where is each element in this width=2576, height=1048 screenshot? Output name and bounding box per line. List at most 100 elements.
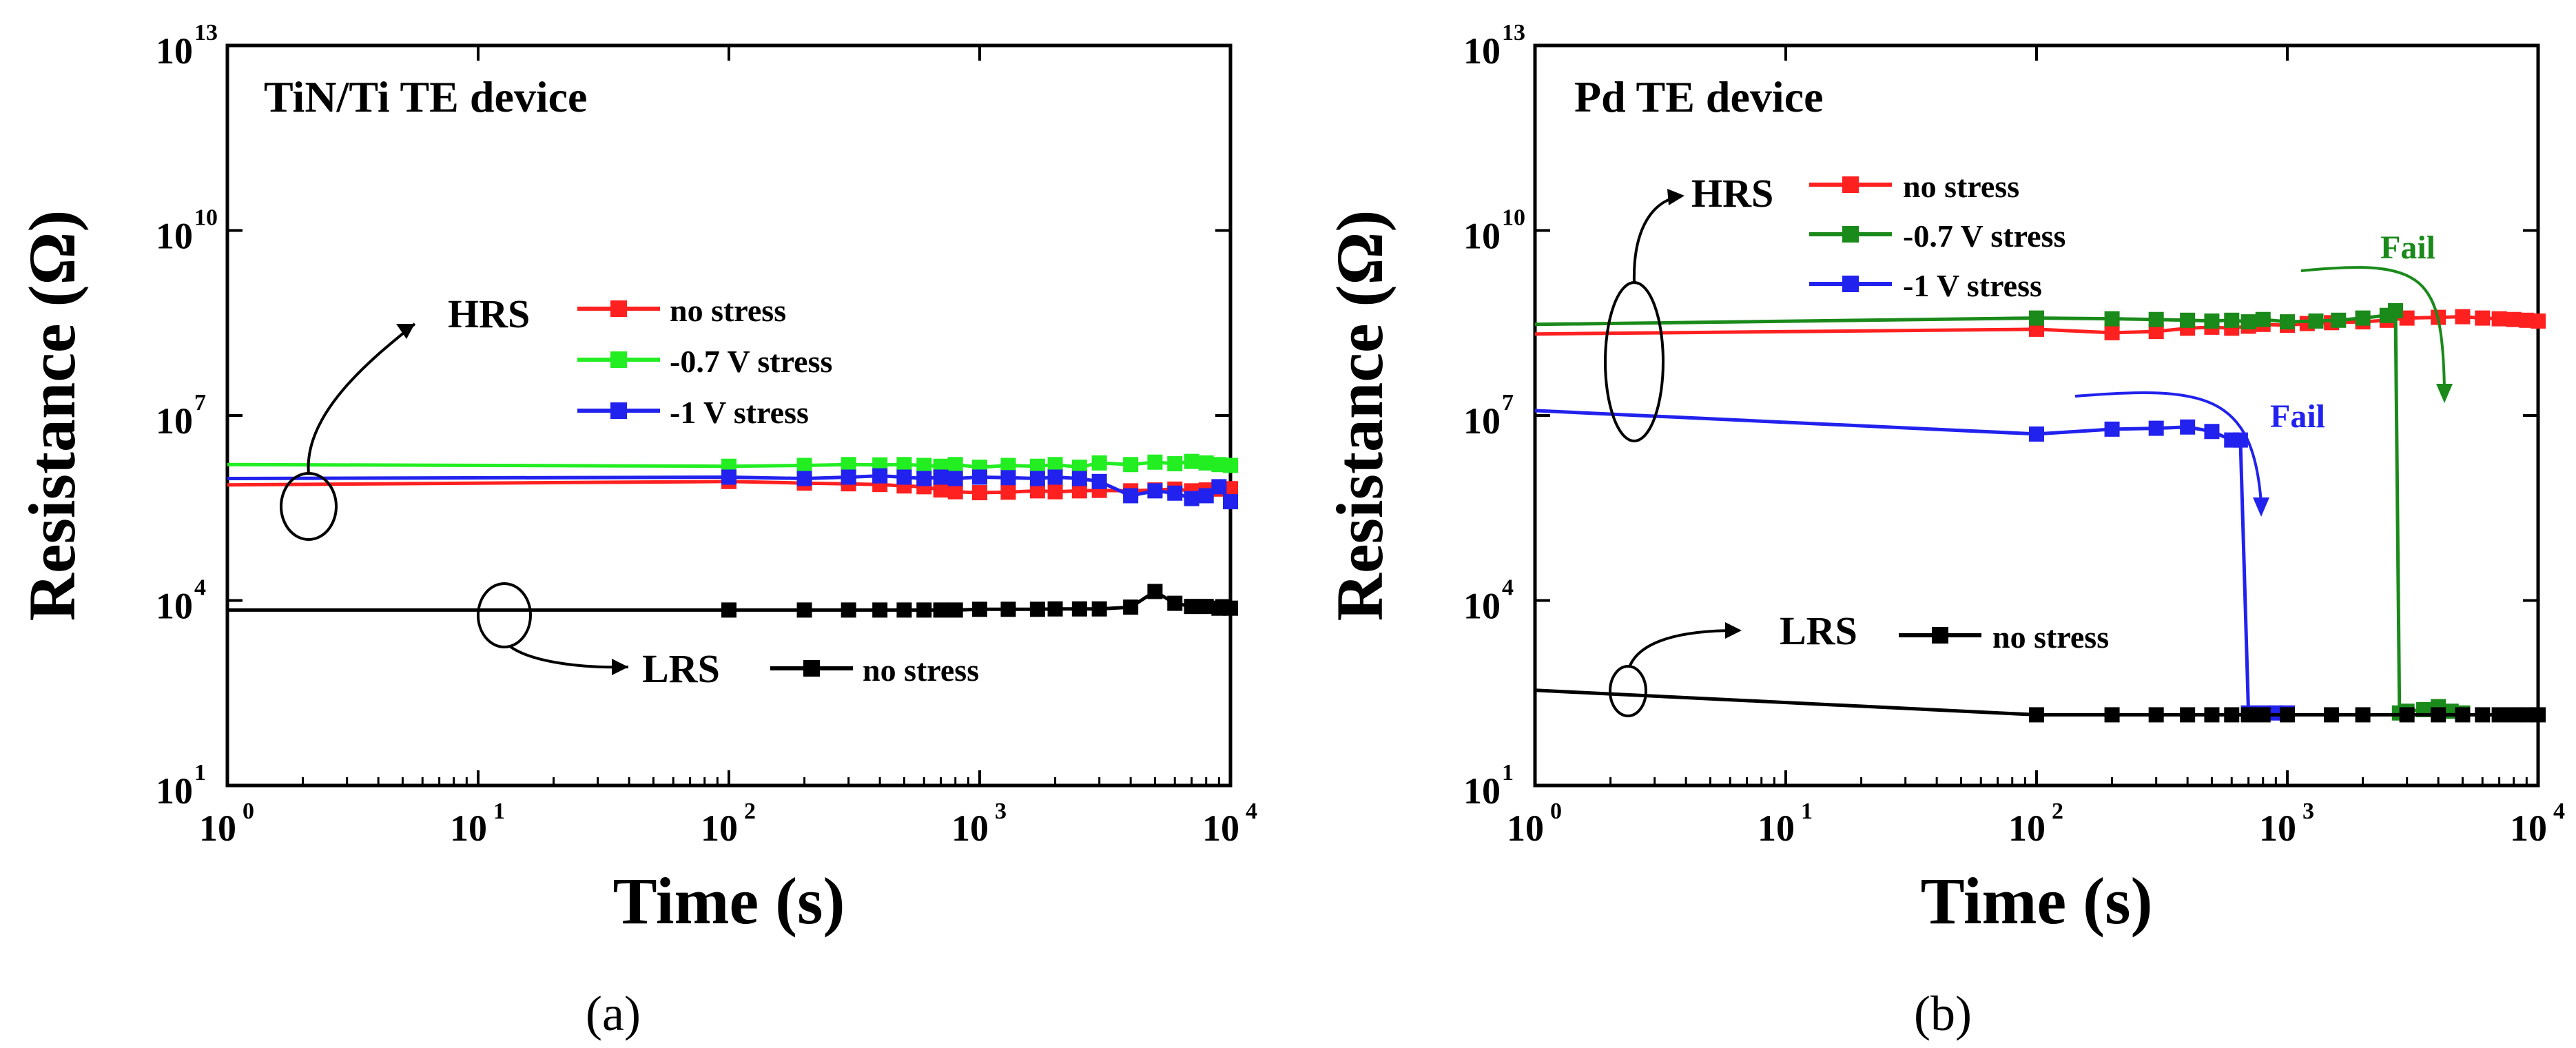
data-point xyxy=(1211,457,1227,473)
x-tick-exponent: 0 xyxy=(1550,799,1562,824)
data-point xyxy=(1000,458,1016,473)
x-tick-exponent: 1 xyxy=(1801,799,1813,824)
data-point xyxy=(2431,707,2446,723)
fail-label-green: Fail xyxy=(2380,229,2435,266)
data-point xyxy=(2029,707,2044,723)
data-point xyxy=(1123,457,1139,473)
data-point xyxy=(933,469,949,485)
data-point xyxy=(1091,601,1107,617)
data-point xyxy=(947,457,963,473)
data-point xyxy=(1167,485,1183,501)
data-point xyxy=(1029,471,1045,486)
y-tick-label: 10 xyxy=(1463,770,1501,812)
y-tick-exponent: 10 xyxy=(194,205,218,231)
data-point xyxy=(721,469,736,485)
plot-area-b xyxy=(1534,302,2546,723)
data-point xyxy=(1223,600,1238,616)
data-point xyxy=(2268,705,2284,721)
y-tick-label: 10 xyxy=(156,216,193,257)
data-point xyxy=(2455,707,2471,723)
data-point xyxy=(2029,426,2044,442)
hrs-arrowhead-b xyxy=(1667,189,1684,205)
series-line-2 xyxy=(227,474,1232,503)
data-point xyxy=(1223,481,1238,497)
x-tick-exponent: 2 xyxy=(744,799,756,824)
x-tick-label: 10 xyxy=(2259,808,2296,849)
x-tick-label: 10 xyxy=(2510,808,2547,849)
data-point xyxy=(1211,600,1227,616)
legend-marker xyxy=(1932,627,1948,644)
lrs-arrowhead-a xyxy=(612,659,628,675)
data-point xyxy=(841,469,856,485)
legend-marker xyxy=(1842,176,1859,193)
chart-title-b: Pd TE device xyxy=(1574,72,1824,121)
y-tick-label: 10 xyxy=(156,770,193,812)
data-point xyxy=(2475,707,2491,723)
hrs-arrowhead-a xyxy=(396,324,415,339)
data-point xyxy=(1029,458,1045,474)
data-point xyxy=(1029,483,1045,499)
data-point xyxy=(2148,311,2164,327)
legend-label-lrs-no-stress: no stress xyxy=(1992,619,2109,655)
data-point xyxy=(1000,602,1016,617)
y-tick-exponent: 4 xyxy=(194,575,206,601)
chart-title-a: TiN/Ti TE device xyxy=(264,72,587,121)
fail-arrow-green xyxy=(2300,266,2446,390)
data-point xyxy=(2331,312,2347,328)
hrs-arrow-a xyxy=(307,322,416,475)
data-point xyxy=(1223,494,1238,510)
data-point xyxy=(916,458,932,473)
x-tick-exponent: 4 xyxy=(1246,799,1257,824)
data-point xyxy=(2455,309,2471,325)
data-point xyxy=(2148,324,2164,340)
y-tick-label: 10 xyxy=(156,30,193,72)
data-point xyxy=(2399,310,2415,326)
data-point xyxy=(2255,311,2271,327)
data-point xyxy=(796,458,812,473)
data-point xyxy=(2491,707,2507,723)
y-axis-label-a: Resistance (Ω) xyxy=(15,210,89,621)
data-point xyxy=(1123,599,1139,615)
data-point xyxy=(1223,458,1238,473)
data-point xyxy=(972,485,987,501)
data-point xyxy=(2204,707,2220,723)
data-point xyxy=(841,602,856,618)
data-point xyxy=(2148,420,2164,436)
y-tick-label: 10 xyxy=(1463,400,1501,442)
data-point xyxy=(896,457,912,473)
data-point xyxy=(1091,473,1107,489)
data-point xyxy=(1167,456,1183,472)
lrs-arrow-b xyxy=(1628,629,1737,668)
data-point xyxy=(872,602,888,618)
data-point xyxy=(1047,484,1063,500)
data-point xyxy=(2204,424,2220,440)
data-point xyxy=(1211,479,1227,495)
legend-label-1v: -1 V stress xyxy=(670,395,809,430)
plot-area-a xyxy=(227,453,1238,618)
data-point xyxy=(2255,707,2271,723)
legend-label-0-7v: -0.7 V stress xyxy=(1903,218,2065,254)
data-point xyxy=(2148,707,2164,723)
y-tick-exponent: 13 xyxy=(1502,20,1525,45)
data-point xyxy=(1147,454,1163,470)
data-point xyxy=(947,484,963,500)
data-point xyxy=(2491,311,2507,327)
data-point xyxy=(1198,599,1214,615)
data-point xyxy=(796,602,812,618)
legend-label-lrs-no-stress: no stress xyxy=(863,653,979,688)
data-point xyxy=(2531,707,2546,723)
x-tick-exponent: 3 xyxy=(2302,799,2314,824)
data-point xyxy=(1071,483,1087,499)
x-tick-exponent: 1 xyxy=(493,799,505,824)
data-point xyxy=(2180,419,2196,435)
legend-a-hrs: no stress -0.7 V stress -1 V stress xyxy=(577,293,832,430)
y-tick-label: 10 xyxy=(156,586,193,627)
data-point xyxy=(2104,421,2120,437)
data-point xyxy=(2029,310,2044,326)
y-tick-label: 10 xyxy=(156,400,193,442)
data-point xyxy=(947,471,963,486)
data-point xyxy=(2104,311,2120,327)
